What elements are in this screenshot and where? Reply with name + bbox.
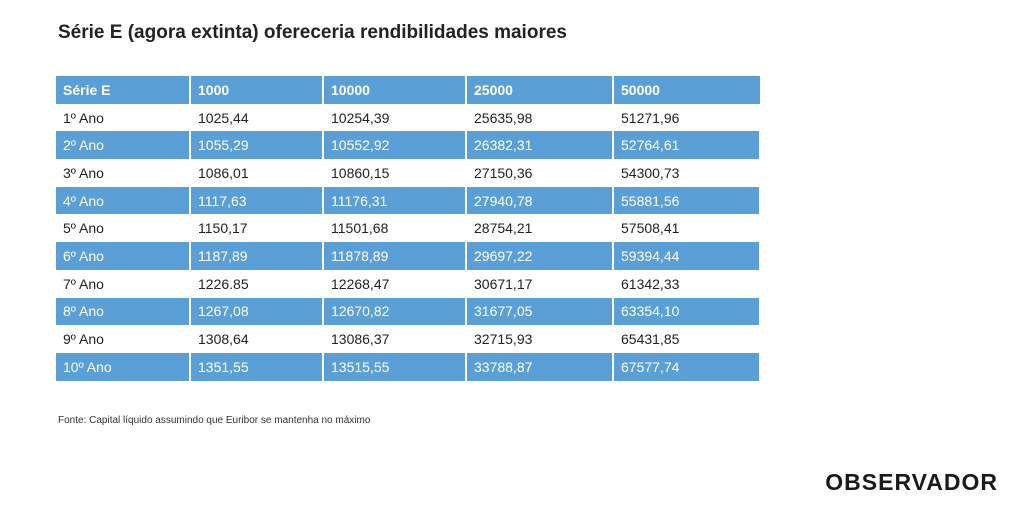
table-cell: 10860,15 xyxy=(323,159,467,187)
row-label-cell: 7º Ano xyxy=(56,269,191,298)
table-cell: 1086,01 xyxy=(190,159,324,187)
row-label-cell: 9º Ano xyxy=(56,325,191,353)
table-cell: 26382,31 xyxy=(466,131,614,160)
table-row: 3º Ano 1086,01 10860,15 27150,36 54300,73 xyxy=(56,159,761,187)
table-cell: 27940,78 xyxy=(466,186,614,215)
table-cell: 12670,82 xyxy=(323,297,467,326)
brand-logo: OBSERVADOR xyxy=(825,469,998,495)
table-cell: 31677,05 xyxy=(466,297,614,326)
row-label-cell: 4º Ano xyxy=(56,186,191,215)
column-header: 10000 xyxy=(323,76,467,104)
table-cell: 25635,98 xyxy=(466,103,614,132)
table-cell: 32715,93 xyxy=(466,325,614,353)
row-label-cell: 10º Ano xyxy=(56,352,191,381)
row-label-cell: 3º Ano xyxy=(56,159,191,187)
row-label-cell: 6º Ano xyxy=(56,242,191,270)
table-cell: 10552,92 xyxy=(323,131,467,160)
table-cell: 1025,44 xyxy=(190,103,324,132)
table-cell: 52764,61 xyxy=(613,131,761,160)
table-cell: 1117,63 xyxy=(190,186,324,215)
table-cell: 63354,10 xyxy=(613,297,761,326)
table-cell: 28754,21 xyxy=(466,214,614,243)
table-cell: 1267,08 xyxy=(190,297,324,326)
table-cell: 30671,17 xyxy=(466,269,614,298)
table-cell: 13515,55 xyxy=(323,352,467,381)
data-table: Série E 1000 10000 25000 50000 1º Ano 102… xyxy=(56,76,761,381)
table-cell: 13086,37 xyxy=(323,325,467,353)
table-cell: 61342,33 xyxy=(613,269,761,298)
table-row: 8º Ano 1267,08 12670,82 31677,05 63354,10 xyxy=(56,297,761,326)
column-header: 50000 xyxy=(613,76,760,104)
table-row: 9º Ano 1308,64 13086,37 32715,93 65431,85 xyxy=(56,325,761,353)
table-cell: 1187,89 xyxy=(190,242,324,270)
row-label-cell: 8º Ano xyxy=(56,297,191,326)
table-cell: 55881,56 xyxy=(613,186,761,215)
table-cell: 29697,22 xyxy=(466,242,614,270)
table-header-row: Série E 1000 10000 25000 50000 xyxy=(56,76,760,104)
table-row: 7º Ano 1226.85 12268,47 30671,17 61342,33 xyxy=(56,269,761,298)
table-cell: 57508,41 xyxy=(613,214,761,243)
table-cell: 67577,74 xyxy=(613,352,761,381)
row-label-cell: 5º Ano xyxy=(56,214,191,243)
table-cell: 12268,47 xyxy=(323,269,467,298)
row-label-cell: 1º Ano xyxy=(56,103,191,132)
table-cell: 1150,17 xyxy=(190,214,324,243)
table-cell: 11878,89 xyxy=(323,242,467,270)
table-row: 1º Ano 1025,44 10254,39 25635,98 51271,96 xyxy=(56,103,761,132)
table-row: 2º Ano 1055,29 10552,92 26382,31 52764,61 xyxy=(56,131,761,160)
table-cell: 27150,36 xyxy=(466,159,614,187)
table-cell: 1055,29 xyxy=(190,131,324,160)
table-cell: 1226.85 xyxy=(190,269,324,298)
page-title: Série E (agora extinta) ofereceria rendi… xyxy=(58,22,567,43)
row-label-cell: 2º Ano xyxy=(56,131,191,160)
table-cell: 51271,96 xyxy=(613,103,761,132)
table-cell: 59394,44 xyxy=(613,242,761,270)
table-cell: 10254,39 xyxy=(323,103,467,132)
table-cell: 65431,85 xyxy=(613,325,761,353)
table-cell: 33788,87 xyxy=(466,352,614,381)
column-header: Série E xyxy=(56,76,191,104)
table-cell: 1308,64 xyxy=(190,325,324,353)
table-row: 4º Ano 1117,63 11176,31 27940,78 55881,56 xyxy=(56,186,761,215)
table-row: 5º Ano 1150,17 11501,68 28754,21 57508,41 xyxy=(56,214,761,243)
column-header: 1000 xyxy=(190,76,324,104)
source-note: Fonte: Capital líquido assumindo que Eur… xyxy=(58,415,371,426)
table-row: 6º Ano 1187,89 11878,89 29697,22 59394,44 xyxy=(56,242,761,270)
column-header: 25000 xyxy=(466,76,614,104)
table-cell: 11176,31 xyxy=(323,186,467,215)
table-cell: 54300,73 xyxy=(613,159,761,187)
table-cell: 1351,55 xyxy=(190,352,324,381)
table-cell: 11501,68 xyxy=(323,214,467,243)
table-row: 10º Ano 1351,55 13515,55 33788,87 67577,74 xyxy=(56,352,761,381)
